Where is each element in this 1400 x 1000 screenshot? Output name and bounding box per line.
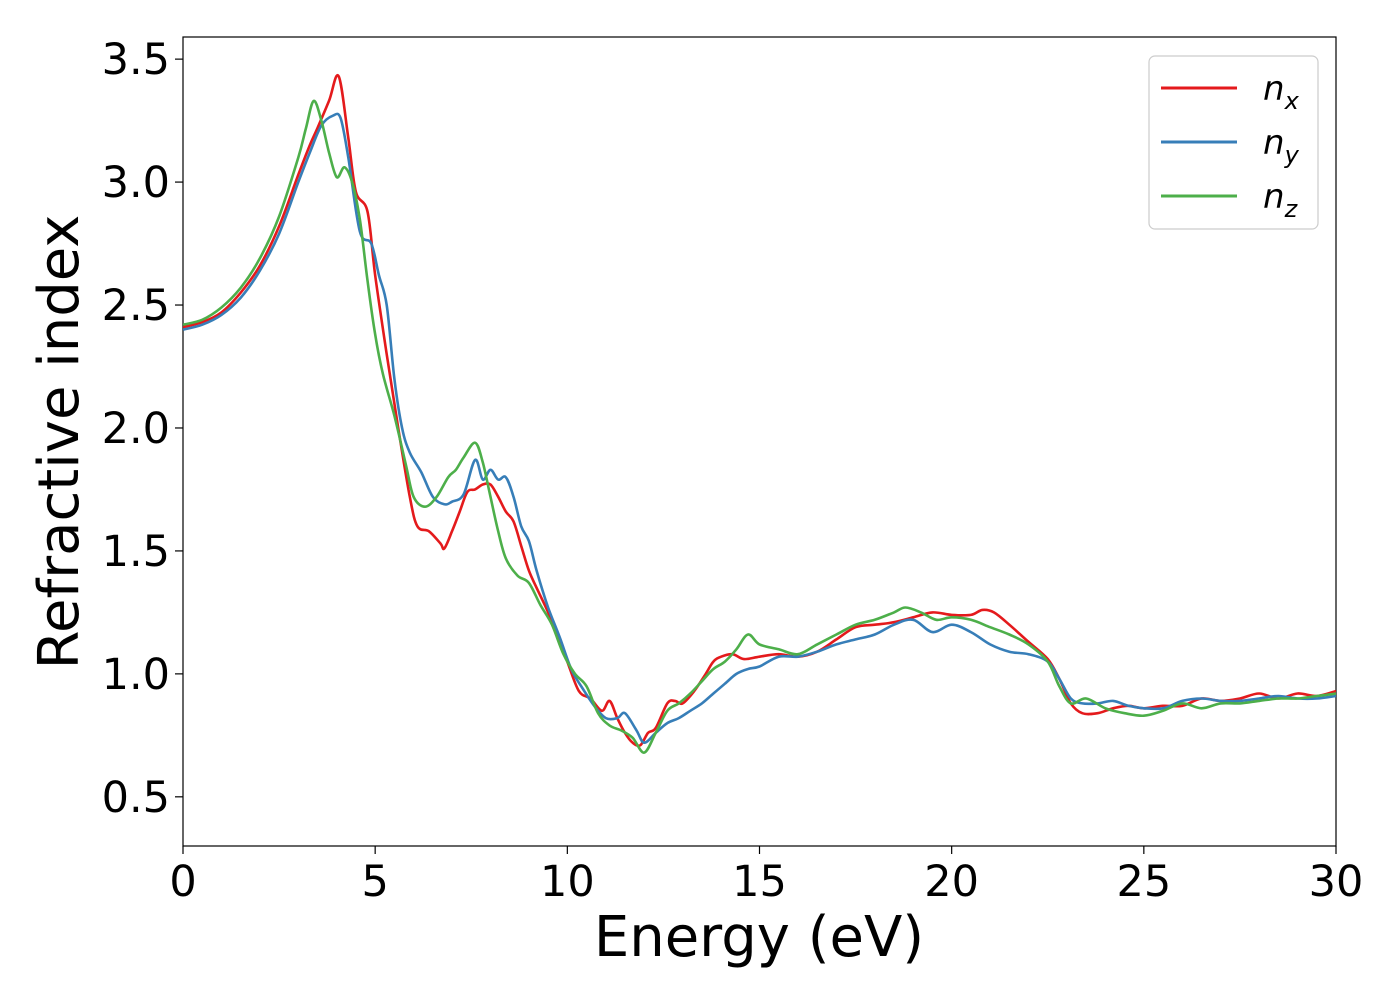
y-axis-ticks: 0.5 1.0 1.5 2.0 2.5 3.0 3.5 — [102, 35, 183, 823]
series-line-z — [183, 99, 1336, 754]
legend-label-y: ny — [1263, 123, 1300, 169]
y-tick-label: 3.5 — [102, 35, 170, 85]
y-tick-label: 2.5 — [102, 281, 170, 331]
x-tick-label: 30 — [1309, 857, 1364, 907]
x-axis-ticks: 0 5 10 15 20 25 30 — [169, 846, 1363, 907]
y-tick-label: 1.5 — [102, 527, 170, 577]
legend-label-x: nx — [1263, 69, 1300, 115]
series-lines — [183, 73, 1336, 754]
x-tick-label: 10 — [540, 857, 595, 907]
legend-label-z: nz — [1263, 177, 1299, 223]
legend: nx ny nz — [1148, 55, 1319, 230]
x-tick-label: 15 — [732, 857, 787, 907]
x-tick-label: 5 — [361, 857, 388, 907]
y-tick-label: 2.0 — [102, 404, 170, 454]
y-axis-label: Refractive index — [27, 215, 92, 670]
x-tick-label: 25 — [1116, 857, 1171, 907]
y-tick-label: 3.0 — [102, 158, 170, 208]
x-axis-label: Energy (eV) — [594, 905, 924, 970]
y-tick-label: 0.5 — [102, 773, 170, 823]
x-tick-label: 20 — [924, 857, 979, 907]
series-line-y — [183, 112, 1336, 744]
y-tick-label: 1.0 — [102, 650, 170, 700]
x-tick-label: 0 — [169, 857, 196, 907]
